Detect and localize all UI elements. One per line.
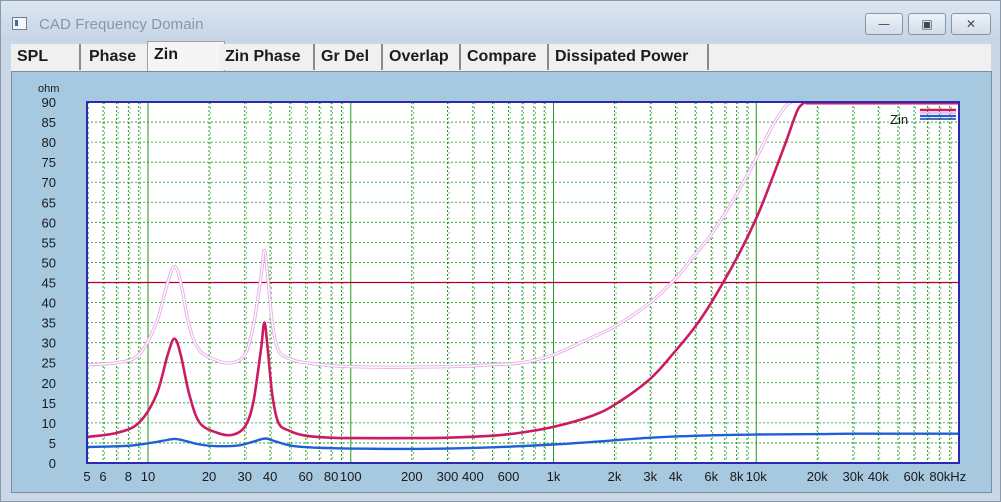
x-tick-label: 8k xyxy=(730,469,744,484)
x-tick-label: 60 xyxy=(299,469,313,484)
y-tick-label: 50 xyxy=(42,255,56,270)
y-tick-label: 90 xyxy=(42,95,56,110)
tab-gr-del[interactable]: Gr Del xyxy=(315,44,383,70)
y-tick-label: 30 xyxy=(42,336,56,351)
x-tick-label: 6 xyxy=(99,469,106,484)
x-tick-label: 600 xyxy=(498,469,520,484)
maximize-button[interactable]: ▣ xyxy=(908,13,946,35)
y-tick-label: 75 xyxy=(42,155,56,170)
close-button[interactable]: ✕ xyxy=(951,13,991,35)
tab-zin-phase[interactable]: Zin Phase xyxy=(219,44,315,70)
y-tick-label: 45 xyxy=(42,276,56,291)
minimize-button[interactable]: — xyxy=(865,13,903,35)
x-tick-label: 10 xyxy=(141,469,155,484)
x-tick-label: 5 xyxy=(83,469,90,484)
y-axis-unit: ohm xyxy=(38,83,59,95)
x-tick-label: 30 xyxy=(238,469,252,484)
x-tick-label: 20 xyxy=(202,469,216,484)
x-tick-label: 20k xyxy=(807,469,828,484)
legend: Zin xyxy=(890,108,956,127)
series-group xyxy=(86,100,959,451)
series-line-ghost-inner xyxy=(86,101,793,368)
x-tick-label: 1k xyxy=(547,469,561,484)
y-tick-label: 85 xyxy=(42,115,56,130)
x-tick-label: 300 xyxy=(437,469,459,484)
y-tick-label: 65 xyxy=(42,195,56,210)
x-tick-label: 400 xyxy=(462,469,484,484)
tab-phase[interactable]: Phase xyxy=(83,44,149,70)
y-tick-label: 10 xyxy=(42,416,56,431)
y-tick-label: 20 xyxy=(42,376,56,391)
x-tick-label: 100 xyxy=(340,469,362,484)
tab-spl[interactable]: SPL xyxy=(11,44,81,70)
maximize-icon: ▣ xyxy=(921,17,933,31)
x-tick-label: 80 xyxy=(324,469,338,484)
x-tick-label: 40 xyxy=(263,469,277,484)
app-icon xyxy=(12,17,27,30)
series-line-main xyxy=(86,100,807,440)
x-tick-label: 4k xyxy=(669,469,683,484)
x-tick-label: 10k xyxy=(746,469,767,484)
y-tick-label: 55 xyxy=(42,235,56,250)
y-tick-label: 40 xyxy=(42,296,56,311)
tab-zin[interactable]: Zin xyxy=(147,41,225,71)
y-axis-ticks: 0 5 10 15 20 25 30 35 40 45 50 55 60 65 70 75 80 85 90 xyxy=(42,95,56,471)
close-icon: ✕ xyxy=(965,17,977,31)
title-bar[interactable]: CAD Frequency Domain — ▣ ✕ xyxy=(1,1,1000,41)
y-tick-label: 25 xyxy=(42,356,56,371)
minimize-icon: — xyxy=(878,17,890,31)
y-tick-label: 60 xyxy=(42,215,56,230)
x-tick-label: 200 xyxy=(401,469,423,484)
y-tick-label: 0 xyxy=(49,456,56,471)
x-tick-label: 2k xyxy=(608,469,622,484)
window-title: CAD Frequency Domain xyxy=(39,16,204,33)
y-tick-label: 15 xyxy=(42,396,56,411)
y-tick-label: 80 xyxy=(42,135,56,150)
x-tick-label: 60k xyxy=(904,469,925,484)
tab-overlap[interactable]: Overlap xyxy=(383,44,461,70)
legend-label: Zin xyxy=(890,112,908,127)
tab-compare[interactable]: Compare xyxy=(461,44,549,70)
tab-dissipated-power[interactable]: Dissipated Power xyxy=(549,44,709,70)
series-line-low xyxy=(86,432,959,451)
x-axis-ticks: 5 6 8 10 20 30 40 60 80 100 200 300 400 600 1k 2k 3k 4k 6k… xyxy=(83,469,966,484)
x-tick-label: 3k xyxy=(643,469,657,484)
x-tick-label: 6k xyxy=(704,469,718,484)
y-tick-label: 35 xyxy=(42,316,56,331)
x-tick-label: 8 xyxy=(125,469,132,484)
plot-frame xyxy=(86,101,960,464)
tab-bar: SPL Phase Zin Zin Phase Gr Del Overlap C… xyxy=(11,41,991,71)
x-tick-label: 30k xyxy=(843,469,864,484)
y-tick-label: 5 xyxy=(49,436,56,451)
x-tick-label: 80kHz xyxy=(929,469,966,484)
y-tick-label: 70 xyxy=(42,175,56,190)
x-tick-label: 40k xyxy=(868,469,889,484)
